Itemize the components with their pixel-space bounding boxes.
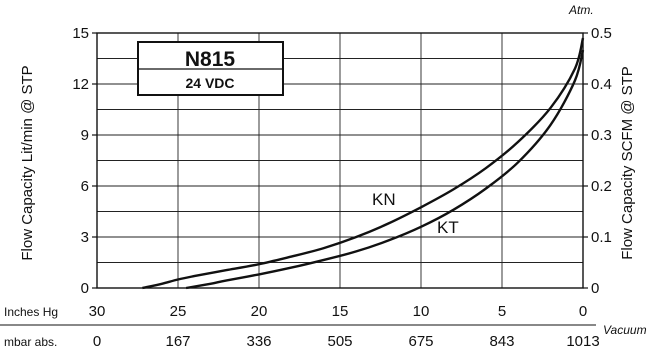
x-tick-label-mbar: 167 [165,333,190,350]
plot-frame [96,32,584,289]
y-right-tick-label: 0.2 [591,178,612,195]
y-axis-left-title: Flow Capacity Lit/min @ STP [19,65,36,260]
y-right-tick-label: 0 [591,280,599,297]
grid-lines [97,33,583,288]
x-tick-label-inches: 10 [413,303,430,320]
tick-labels: 0369121500.10.20.30.40.53002516720336155… [72,25,612,350]
x-tick-label-inches: 30 [89,303,106,320]
x-tick-label-mbar: 505 [327,333,352,350]
x-axis-inches-label: Inches Hg [4,305,58,319]
title-box: N815 24 VDC [137,41,284,96]
series-label-kn: KN [372,190,396,209]
y-right-tick-label: 0.5 [591,25,612,42]
series-line-kn [142,37,585,290]
y-left-tick-label: 3 [81,229,89,246]
y-right-tick-label: 0.1 [591,229,612,246]
y-left-tick-label: 0 [81,280,89,297]
y-left-tick-label: 9 [81,127,89,144]
x-tick-label-inches: 20 [251,303,268,320]
x-axis-vacuum-label: Vacuum [603,323,647,337]
x-tick-label-mbar: 843 [489,333,514,350]
y-right-tick-label: 0.4 [591,76,612,93]
y-right-tick-label: 0.3 [591,127,612,144]
y-left-tick-label: 12 [72,76,89,93]
y-left-tick-label: 15 [72,25,89,42]
series-label-kt: KT [437,218,459,237]
series-line-kt [185,49,585,290]
y-axis-right-title: Flow Capacity SCFM @ STP [619,66,636,260]
x-tick-label-mbar: 0 [93,333,101,350]
x-tick-label-mbar: 675 [408,333,433,350]
chart-title: N815 [185,48,236,71]
y-left-tick-label: 6 [81,178,89,195]
x-axis-mbar-label: mbar abs. [4,335,57,349]
x-tick-label-mbar: 1013 [566,333,599,350]
series-curves [142,37,585,290]
x-tick-label-mbar: 336 [246,333,271,350]
x-tick-label-inches: 5 [498,303,506,320]
x-tick-label-inches: 15 [332,303,349,320]
x-tick-label-inches: 25 [170,303,187,320]
right-axis-unit: Atm. [568,3,594,17]
chart-subtitle: 24 VDC [185,75,234,91]
x-tick-label-inches: 0 [579,303,587,320]
